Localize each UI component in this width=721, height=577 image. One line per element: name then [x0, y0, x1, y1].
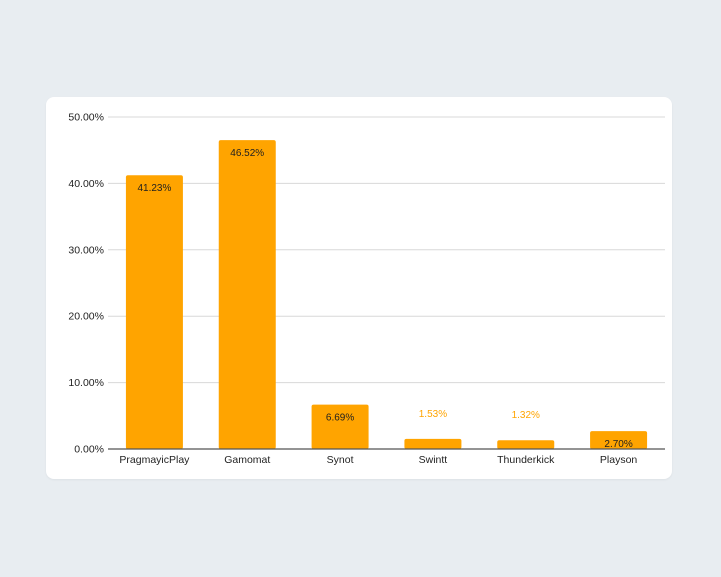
y-tick-label: 10.00%	[68, 377, 104, 389]
bar-chart: 0.00% 10.00% 20.00% 30.00% 40.00% 50.00% 41.23…	[68, 112, 665, 466]
y-tick-label: 40.00%	[68, 178, 104, 190]
x-tick-label: Thunderkick	[497, 454, 555, 466]
chart-card: 0.00% 10.00% 20.00% 30.00% 40.00% 50.00% 41.23…	[46, 97, 672, 479]
data-label: 2.70%	[604, 439, 632, 450]
y-tick-label: 30.00%	[68, 244, 104, 256]
y-tick-label: 0.00%	[74, 444, 104, 456]
x-tick-label: Synot	[327, 454, 354, 466]
data-label: 46.52%	[230, 148, 264, 159]
y-tick-label: 20.00%	[68, 311, 104, 323]
bar	[311, 404, 369, 449]
data-label: 1.32%	[512, 410, 540, 421]
bar	[125, 175, 183, 450]
bar	[590, 431, 648, 449]
x-tick-label: Playson	[600, 454, 638, 466]
x-tick-label: Swintt	[419, 454, 448, 466]
bar	[497, 440, 555, 449]
x-tick-label: Gamomat	[224, 454, 270, 466]
bar	[218, 140, 276, 449]
x-tick-label: PragmayicPlay	[119, 454, 190, 466]
data-label: 41.23%	[137, 183, 171, 194]
data-label: 6.69%	[326, 413, 354, 424]
bar	[404, 438, 462, 449]
y-tick-label: 50.00%	[68, 112, 104, 124]
data-label: 1.53%	[419, 409, 447, 420]
